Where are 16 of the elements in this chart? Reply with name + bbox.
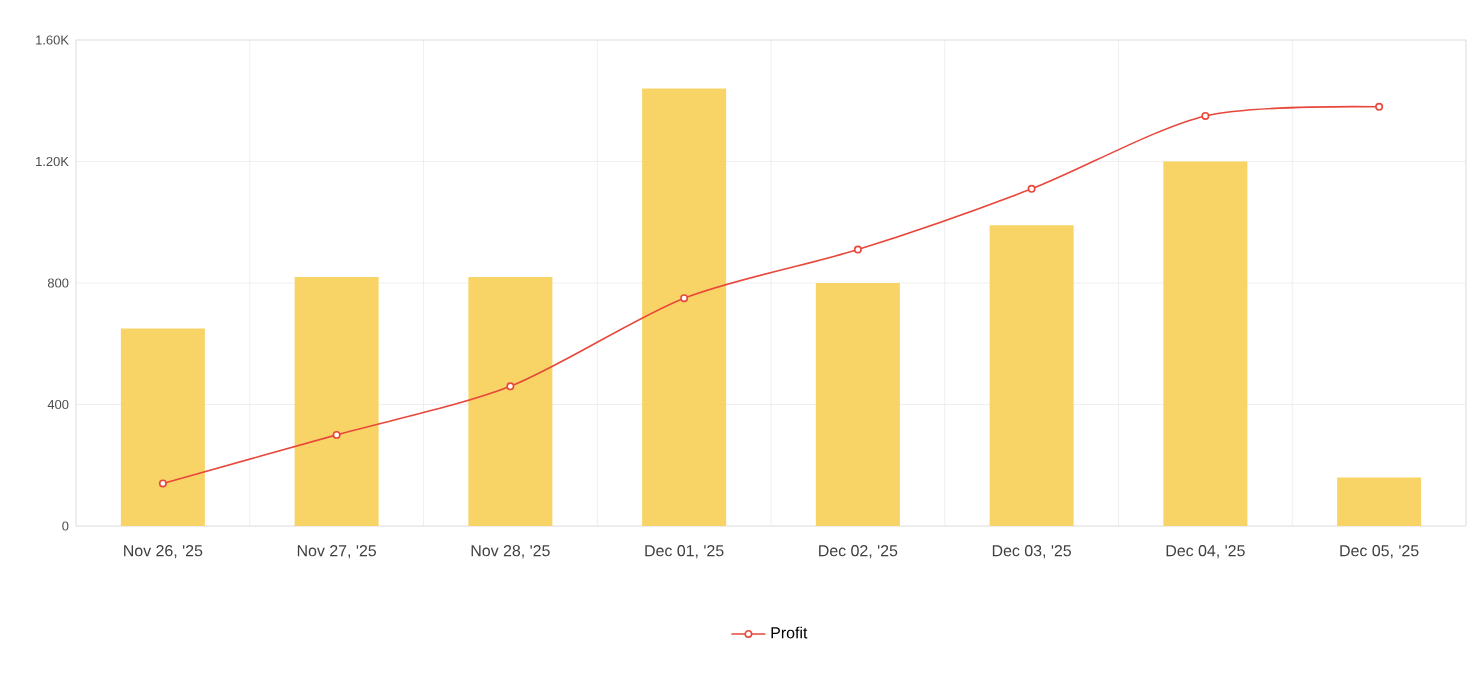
point (506, 382, 515, 391)
bar (642, 88, 727, 526)
point (680, 294, 689, 303)
bar (1163, 161, 1248, 526)
bar (468, 276, 553, 526)
point (332, 430, 341, 439)
point (1201, 111, 1210, 120)
bar (815, 283, 900, 526)
bar (989, 225, 1074, 526)
point (1375, 102, 1384, 111)
bar (1337, 477, 1422, 526)
point (158, 479, 167, 488)
bar (120, 328, 205, 526)
bar (294, 276, 379, 526)
point (853, 245, 862, 254)
point (1027, 184, 1036, 193)
